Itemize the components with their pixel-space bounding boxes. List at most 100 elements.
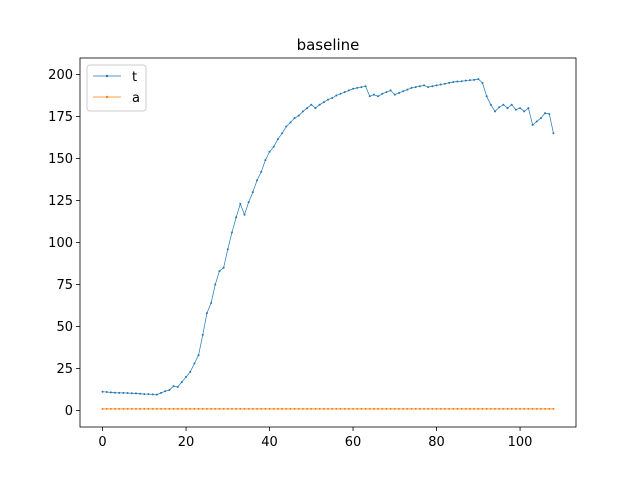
x-tick-label: 0 bbox=[98, 435, 106, 450]
data-point bbox=[230, 407, 233, 410]
data-point bbox=[247, 407, 250, 410]
data-point bbox=[247, 201, 250, 204]
data-point bbox=[368, 407, 371, 410]
data-point bbox=[352, 407, 355, 410]
data-point bbox=[427, 407, 430, 410]
data-point bbox=[364, 407, 367, 410]
data-point bbox=[372, 93, 375, 96]
data-point bbox=[339, 407, 342, 410]
data-point bbox=[360, 86, 363, 89]
data-point bbox=[460, 407, 463, 410]
data-point bbox=[318, 407, 321, 410]
data-point bbox=[185, 407, 188, 410]
data-point bbox=[226, 407, 229, 410]
legend-marker-t bbox=[105, 74, 109, 78]
data-point bbox=[189, 407, 192, 410]
y-tick-label: 100 bbox=[48, 236, 73, 251]
data-point bbox=[143, 407, 146, 410]
data-point bbox=[498, 407, 501, 410]
data-point bbox=[180, 407, 183, 410]
data-point bbox=[289, 121, 292, 124]
data-point bbox=[218, 407, 221, 410]
data-point bbox=[172, 385, 175, 388]
data-point bbox=[414, 407, 417, 410]
legend-marker-a bbox=[105, 95, 109, 99]
data-point bbox=[531, 123, 534, 126]
data-point bbox=[301, 110, 304, 113]
x-tick-label: 60 bbox=[345, 435, 362, 450]
data-point bbox=[101, 390, 104, 393]
data-point bbox=[176, 386, 179, 389]
data-point bbox=[185, 375, 188, 378]
data-point bbox=[468, 79, 471, 82]
data-point bbox=[327, 407, 329, 410]
data-point bbox=[243, 213, 246, 216]
data-point bbox=[281, 132, 284, 135]
data-point bbox=[239, 407, 242, 410]
data-point bbox=[552, 132, 555, 135]
y-tick-label: 50 bbox=[56, 320, 73, 335]
data-point bbox=[210, 407, 213, 410]
data-point bbox=[535, 120, 538, 123]
data-point bbox=[114, 407, 117, 410]
data-point bbox=[489, 103, 492, 106]
data-point bbox=[385, 91, 388, 94]
data-point bbox=[368, 95, 371, 98]
data-point bbox=[385, 407, 388, 410]
legend-label-a: a bbox=[132, 91, 140, 106]
data-point bbox=[423, 84, 426, 87]
data-point bbox=[443, 82, 446, 85]
data-point bbox=[456, 407, 459, 410]
data-point bbox=[147, 407, 150, 410]
x-tick-label: 80 bbox=[428, 435, 445, 450]
data-point bbox=[176, 407, 179, 410]
data-point bbox=[485, 95, 488, 98]
data-point bbox=[397, 407, 400, 410]
data-point bbox=[260, 170, 263, 173]
data-point bbox=[502, 407, 505, 410]
x-tick-label: 20 bbox=[178, 435, 195, 450]
data-point bbox=[297, 407, 300, 410]
data-point bbox=[360, 407, 363, 410]
data-point bbox=[147, 393, 150, 396]
data-point bbox=[531, 407, 534, 410]
data-point bbox=[347, 89, 350, 92]
data-point bbox=[322, 101, 325, 104]
data-point bbox=[101, 407, 104, 410]
axes-layer: 0 20 40 60 80 100 0 25 50 75 100 125 150 175 200 bbox=[48, 57, 577, 450]
series-layer bbox=[101, 78, 555, 410]
data-point bbox=[331, 407, 334, 410]
data-point bbox=[197, 354, 200, 357]
data-point bbox=[527, 407, 530, 410]
y-tick-label: 150 bbox=[48, 152, 73, 167]
data-point bbox=[230, 231, 233, 234]
data-point bbox=[260, 407, 263, 410]
data-point bbox=[343, 91, 346, 94]
data-point bbox=[130, 407, 133, 410]
data-point bbox=[535, 407, 538, 410]
data-point bbox=[431, 407, 434, 410]
data-point bbox=[494, 407, 496, 410]
y-tick-label: 25 bbox=[56, 362, 73, 377]
data-point bbox=[485, 407, 488, 410]
data-point bbox=[352, 87, 355, 90]
data-point bbox=[481, 407, 484, 410]
data-point bbox=[406, 88, 409, 91]
data-point bbox=[322, 407, 325, 410]
data-point bbox=[402, 90, 405, 93]
data-point bbox=[423, 407, 426, 410]
data-point bbox=[393, 93, 396, 96]
data-point bbox=[335, 94, 338, 97]
data-point bbox=[139, 392, 142, 395]
data-point bbox=[406, 407, 409, 410]
data-point bbox=[510, 103, 513, 106]
data-point bbox=[544, 407, 547, 410]
data-point bbox=[456, 80, 459, 83]
data-point bbox=[214, 407, 217, 410]
legend: ta bbox=[86, 64, 147, 112]
data-point bbox=[548, 407, 551, 410]
series-t bbox=[101, 78, 555, 396]
data-point bbox=[418, 85, 421, 88]
data-point bbox=[160, 407, 162, 410]
data-point bbox=[410, 407, 413, 410]
